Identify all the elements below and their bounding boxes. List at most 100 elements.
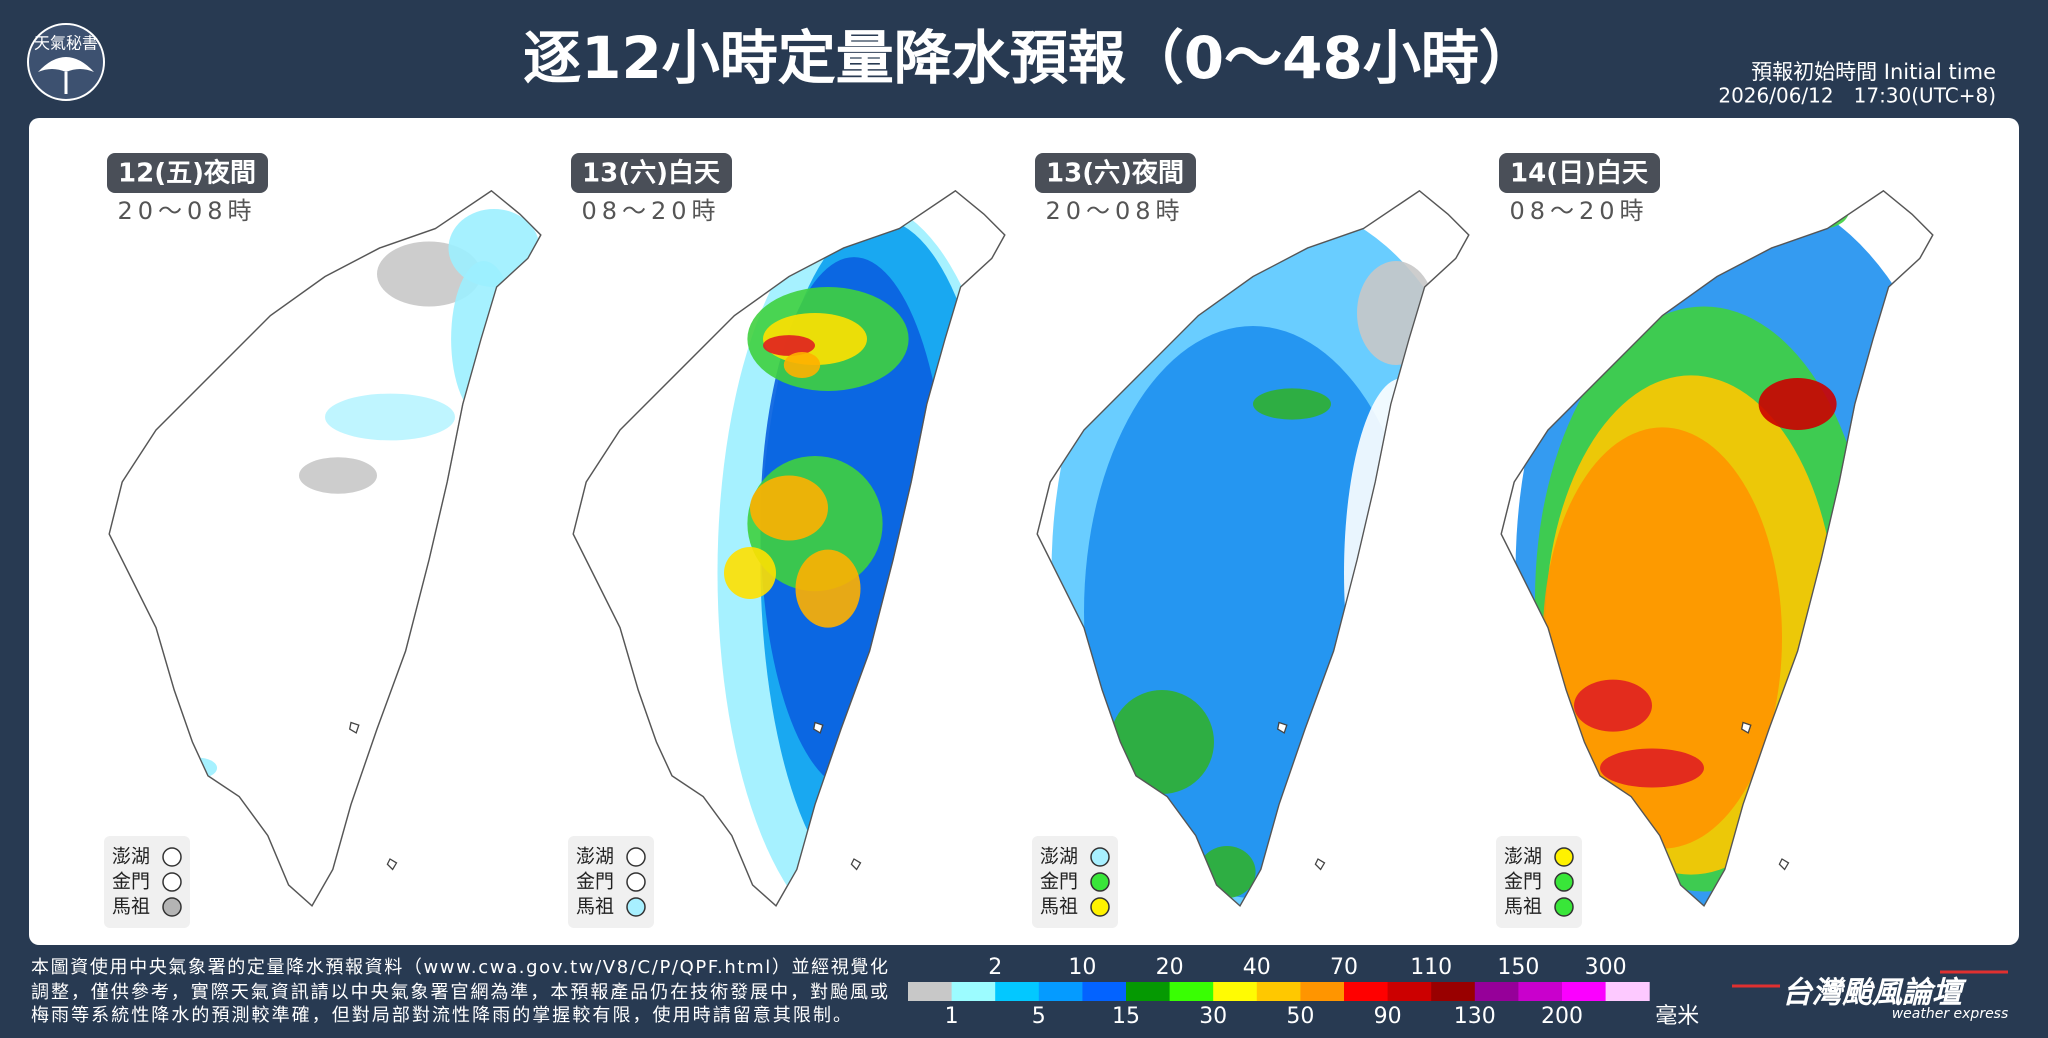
rain-patch bbox=[1600, 748, 1704, 788]
rain-patch bbox=[1110, 690, 1214, 794]
island-marker bbox=[1554, 872, 1574, 892]
legend-swatch bbox=[1256, 982, 1301, 1001]
island-marker bbox=[1090, 897, 1110, 917]
island-marker bbox=[162, 847, 182, 867]
rain-patch bbox=[750, 475, 828, 541]
rain-patch bbox=[325, 393, 455, 441]
legend-unit: 毫米 bbox=[1655, 1004, 1699, 1029]
legend-swatch bbox=[1387, 982, 1432, 1001]
logo-text: 天氣秘書 bbox=[34, 34, 98, 53]
brand-tagline: weather express bbox=[1892, 1006, 2009, 1022]
panel-time: 20～08時 bbox=[117, 197, 256, 225]
legend-swatch bbox=[1431, 982, 1476, 1001]
brand: 台灣颱風論壇 weather express bbox=[1732, 970, 2009, 1022]
rain-patch bbox=[1574, 679, 1652, 732]
legend-swatch bbox=[1605, 982, 1650, 1001]
island-name: 馬祖 bbox=[576, 896, 614, 918]
legend-tick: 10 bbox=[1068, 955, 1096, 980]
panel-label-bg bbox=[1035, 153, 1196, 193]
legend-swatch bbox=[1126, 982, 1171, 1001]
legend-tick: 30 bbox=[1199, 1004, 1227, 1029]
island-marker bbox=[162, 897, 182, 917]
note-line: 梅雨等系統性降水的預測較準確，但對局部對流性降雨的掌握較有限，使用時請留意其限制… bbox=[31, 1005, 851, 1026]
init-time: 2026/06/12 17:30(UTC+8) bbox=[1718, 84, 1996, 108]
panel-label-bg bbox=[107, 153, 268, 193]
island-name: 澎湖 bbox=[1040, 846, 1078, 868]
legend-tick: 90 bbox=[1374, 1004, 1402, 1029]
island-marker bbox=[626, 872, 646, 892]
rain-patch bbox=[299, 457, 377, 494]
island-name: 馬祖 bbox=[1040, 896, 1078, 918]
island-marker bbox=[1090, 847, 1110, 867]
init-label: 預報初始時間 Initial time bbox=[1751, 60, 1996, 84]
legend-swatch bbox=[1082, 982, 1127, 1001]
legend-tick: 20 bbox=[1156, 955, 1184, 980]
note-line: 調整，僅供參考，實際天氣資訊請以中央氣象署官網為準，本預報產品仍在技術發展中，對… bbox=[31, 982, 888, 1003]
rain-patch bbox=[1253, 388, 1331, 420]
rain-patch bbox=[795, 549, 861, 628]
panel-label-bg bbox=[1499, 153, 1660, 193]
legend-tick: 40 bbox=[1243, 955, 1271, 980]
rain-patch bbox=[1542, 427, 1782, 849]
small-island bbox=[348, 721, 398, 871]
rain-patch bbox=[763, 335, 815, 356]
rain-patch bbox=[783, 352, 821, 378]
island-name: 金門 bbox=[112, 871, 150, 893]
legend-swatch bbox=[1518, 982, 1563, 1001]
legend-swatch bbox=[1213, 982, 1258, 1001]
legend-swatch bbox=[1038, 982, 1083, 1001]
umbrella bbox=[38, 57, 94, 72]
panel-label-bg bbox=[571, 153, 732, 193]
legend-swatch bbox=[1300, 982, 1345, 1001]
island-marker bbox=[626, 847, 646, 867]
island-marker bbox=[1554, 847, 1574, 867]
legend-tick: 5 bbox=[1032, 1004, 1046, 1029]
rain-patch bbox=[1758, 378, 1837, 430]
island-marker bbox=[162, 872, 182, 892]
island-marker bbox=[626, 897, 646, 917]
legend-tick: 2 bbox=[988, 955, 1002, 980]
legend-tick: 15 bbox=[1112, 1004, 1140, 1029]
legend-swatch bbox=[1474, 982, 1519, 1001]
legend-tick: 70 bbox=[1330, 955, 1358, 980]
panel-label: 14(日)白天 bbox=[1510, 158, 1648, 189]
legend-swatch bbox=[1169, 982, 1214, 1001]
legend-tick: 130 bbox=[1454, 1004, 1496, 1029]
rain-patch bbox=[724, 547, 776, 599]
legend-tick: 150 bbox=[1497, 955, 1539, 980]
legend-tick: 200 bbox=[1541, 1004, 1583, 1029]
legend-tick: 1 bbox=[945, 1004, 959, 1029]
small-island bbox=[812, 721, 862, 871]
panel-time: 20～08時 bbox=[1045, 197, 1184, 225]
island-name: 金門 bbox=[1504, 871, 1542, 893]
small-island bbox=[1276, 721, 1326, 871]
panel-label: 12(五)夜間 bbox=[118, 158, 256, 189]
island-name: 澎湖 bbox=[576, 846, 614, 868]
panel-time: 08～20時 bbox=[1509, 197, 1648, 225]
island-marker bbox=[1554, 897, 1574, 917]
brand-name: 台灣颱風論壇 bbox=[1782, 976, 1967, 1011]
island-name: 澎湖 bbox=[1504, 846, 1542, 868]
legend-swatch bbox=[1344, 982, 1389, 1001]
legend-swatch bbox=[951, 982, 996, 1001]
legend-swatch bbox=[1562, 982, 1607, 1001]
logo: 天氣秘書 bbox=[27, 23, 105, 101]
island-name: 馬祖 bbox=[112, 896, 150, 918]
footer: 本圖資使用中央氣象署的定量降水預報資料（www.cwa.gov.tw/V8/C/… bbox=[31, 957, 888, 1026]
legend-swatch bbox=[995, 982, 1040, 1001]
island-name: 馬祖 bbox=[1504, 896, 1542, 918]
title: 逐12小時定量降水預報（0～48小時） bbox=[523, 24, 1537, 92]
legend-tick: 50 bbox=[1286, 1004, 1314, 1029]
island-name: 金門 bbox=[1040, 871, 1078, 893]
legend-tick: 300 bbox=[1585, 955, 1627, 980]
island-marker bbox=[1090, 872, 1110, 892]
panel-label: 13(六)夜間 bbox=[1046, 158, 1184, 189]
legend-tick: 110 bbox=[1410, 955, 1452, 980]
island-name: 澎湖 bbox=[112, 846, 150, 868]
small-island bbox=[1740, 721, 1790, 871]
legend-swatch bbox=[908, 982, 953, 1001]
panel-time: 08～20時 bbox=[581, 197, 720, 225]
